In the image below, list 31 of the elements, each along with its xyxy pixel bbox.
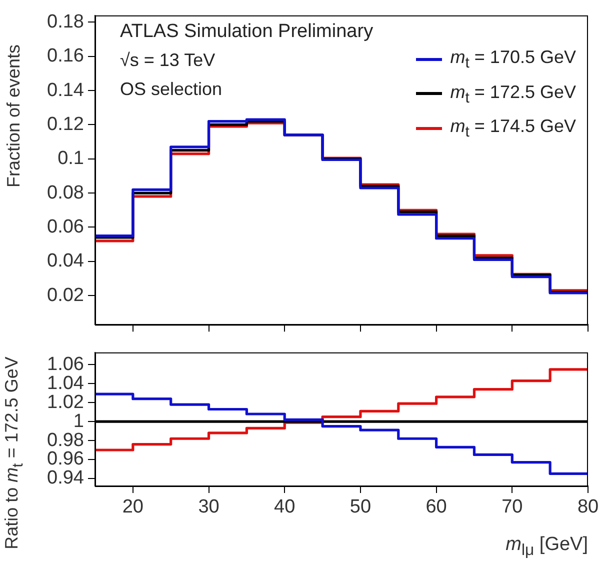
y-tick-label: 0.02 xyxy=(47,284,84,306)
annotation: OS selection xyxy=(120,79,222,100)
y-tick-label: 0.1 xyxy=(58,148,84,170)
y-tick-label: 0.16 xyxy=(47,46,84,67)
legend-label: m$_{t}$ = 170.5 GeV xyxy=(450,47,576,72)
x-tick-label: 30 xyxy=(198,496,220,518)
legend-label: m$_{t}$ = 172.5 GeV xyxy=(450,82,576,106)
y-tick-label: 0.94 xyxy=(47,468,84,489)
x-tick-label: 70 xyxy=(502,496,523,518)
y-axis-title: Fraction of events xyxy=(4,44,24,188)
x-tick-label: 40 xyxy=(274,496,296,518)
annotation: ATLAS Simulation Preliminary xyxy=(120,21,374,43)
annotation: √s = 13 TeV xyxy=(120,50,216,71)
y-tick-label: 1.02 xyxy=(47,392,84,413)
x-tick-label: 50 xyxy=(350,496,372,518)
legend-label: m$_{t}$ = 174.5 GeV xyxy=(450,116,576,141)
y-tick-label: 1 xyxy=(73,410,84,432)
y-tick-label: 0.06 xyxy=(47,216,84,238)
y-tick-label: 0.04 xyxy=(47,250,84,272)
x-tick-label: 20 xyxy=(122,496,144,518)
y-tick-label: 0.08 xyxy=(47,182,84,204)
x-tick-label: 80 xyxy=(577,496,599,518)
y-tick-label: 0.14 xyxy=(47,80,84,101)
y-tick-label: 1.04 xyxy=(47,372,84,394)
x-axis-title: m$_{lμ}$ [GeV] xyxy=(506,534,588,560)
y-tick-label: 0.96 xyxy=(47,448,84,470)
y-tick-label: 0.18 xyxy=(47,11,84,32)
x-tick-label: 60 xyxy=(426,496,447,518)
y-tick-label: 0.12 xyxy=(47,114,84,135)
y-tick-label: 1.06 xyxy=(47,354,84,375)
y-tick-label: 0.98 xyxy=(47,430,84,451)
